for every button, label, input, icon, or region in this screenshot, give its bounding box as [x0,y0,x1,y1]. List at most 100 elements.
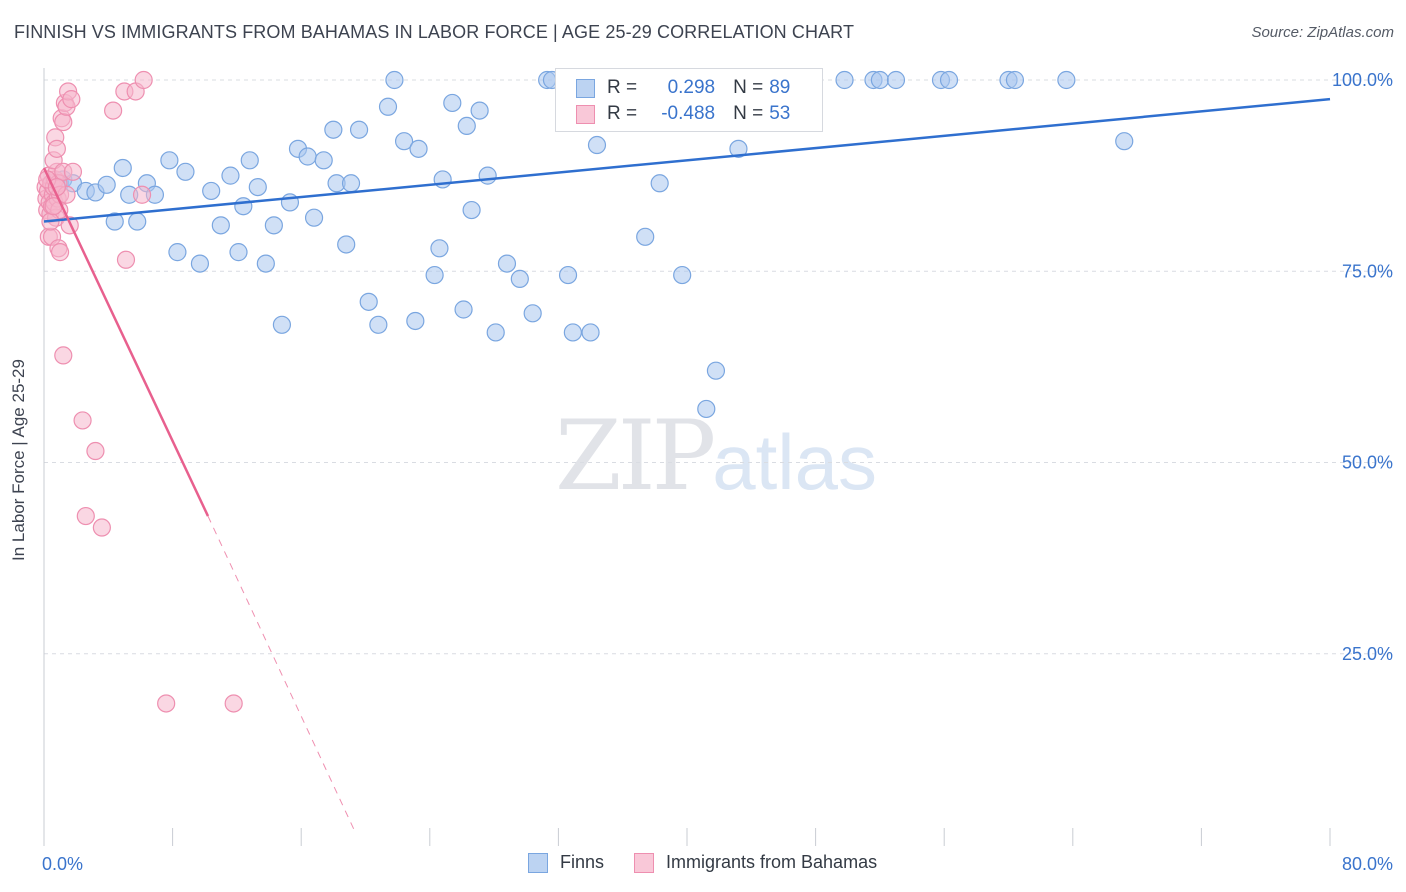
finns-point-83 [1005,70,1025,90]
watermark-atlas: atlas [712,418,877,506]
finns-point-45 [430,239,449,258]
bahamas-point-52 [224,694,243,713]
finns-point-13 [160,151,179,170]
finns-point-18 [211,216,230,235]
bahamas-n-value: 53 [769,103,791,124]
legend-bahamas-label: Immigrants from Bahamas [666,852,878,872]
chart-title: FINNISH VS IMMIGRANTS FROM BAHAMAS IN LA… [14,22,855,42]
finns-r-label: R = [607,77,638,98]
finns-point-71 [697,399,716,419]
finns-point-19 [221,166,240,185]
finns-point-52 [478,166,497,185]
bahamas-r-label: R = [607,103,638,124]
finns-point-32 [324,120,343,139]
finns-point-56 [523,304,542,323]
finns-point-10 [128,212,147,231]
finns-point-8 [113,158,132,178]
finns-point-69 [673,265,692,285]
legend-item-bahamas[interactable]: Immigrants from Bahamas [634,852,877,873]
y-tick-label-75: 75.0% [1342,261,1393,281]
finns-n-value: 89 [769,77,791,98]
finns-point-53 [486,323,505,342]
finns-point-17 [202,181,221,201]
stats-row-finns: R = 0.298 N = 89 [576,76,790,100]
finns-point-15 [176,162,195,181]
bahamas-point-46 [132,185,152,204]
finns-point-59 [558,265,578,285]
legend-item-finns[interactable]: Finns [528,852,604,873]
finns-point-61 [581,323,600,342]
bahamas-r-value: -0.488 [661,103,716,124]
legend-finns-swatch [528,852,548,873]
finns-point-66 [636,227,655,246]
finns-point-37 [359,292,378,311]
bahamas-point-25 [50,243,70,262]
finns-point-29 [298,147,317,166]
finns-point-67 [650,174,669,193]
finns-point-26 [272,315,292,334]
finns-point-20 [229,243,248,262]
bahamas-point-27 [54,112,73,132]
finns-point-16 [190,254,210,273]
finns-n-label: N = [733,77,764,98]
finns-point-85 [1115,132,1134,151]
finns-point-60 [563,323,582,342]
bahamas-point-45 [116,250,136,269]
finns-point-79 [886,70,906,90]
finns-point-50 [462,200,481,220]
finns-point-42 [406,311,425,331]
bahamas-point-44 [134,70,153,90]
finns-point-24 [256,254,275,273]
bahamas-swatch [576,104,595,124]
legend-bahamas-swatch [634,852,655,873]
x-tick-label-max: 80.0% [1342,854,1393,874]
finns-point-81 [939,70,959,90]
finns-trend-line [43,97,1331,223]
bahamas-point-35 [63,162,83,181]
finns-swatch [576,78,595,98]
bahamas-point-41 [104,101,123,120]
finns-point-62 [587,135,607,155]
finns-point-54 [497,254,517,273]
stats-row-bahamas: R = -0.488 N = 53 [576,102,790,126]
bahamas-point-39 [86,441,105,461]
finns-point-23 [248,178,267,197]
stats-legend: R = 0.298 N = 89 R = -0.488 N = 53 [555,68,823,132]
series-legend: Finns Immigrants from Bahamas [528,852,907,873]
finns-point-35 [341,174,361,193]
watermark: ZIPatlas [555,400,877,512]
x-tick-label-min: 0.0% [42,854,83,874]
finns-point-21 [234,197,253,216]
bahamas-n-label: N = [733,103,764,124]
finns-point-55 [510,269,529,288]
bahamas-trend-line [42,167,210,517]
finns-point-49 [457,116,476,136]
finns-point-76 [835,70,854,90]
bahamas-point-36 [54,346,73,365]
finns-point-44 [425,265,444,285]
finns-point-38 [369,315,388,334]
finns-point-47 [443,93,462,113]
finns-point-6 [97,175,116,194]
finns-point-36 [349,120,369,139]
finns-point-31 [314,151,333,170]
bahamas-point-37 [73,411,92,430]
y-tick-label-25: 25.0% [1342,644,1393,664]
bahamas-point-23 [47,139,66,158]
finns-point-51 [470,101,489,120]
finns-point-22 [240,151,259,170]
finns-r-value: 0.298 [667,77,716,98]
bahamas-point-38 [76,506,95,526]
finns-point-43 [409,139,428,158]
finns-point-30 [304,208,324,227]
bahamas-point-51 [157,694,176,713]
finns-point-34 [337,235,356,254]
finns-point-7 [105,212,124,231]
finns-point-40 [385,70,404,90]
finns-point-39 [378,97,398,116]
finns-point-48 [454,300,473,319]
finns-point-84 [1057,70,1076,90]
bahamas-point-40 [92,518,111,537]
legend-finns-label: Finns [560,852,605,872]
